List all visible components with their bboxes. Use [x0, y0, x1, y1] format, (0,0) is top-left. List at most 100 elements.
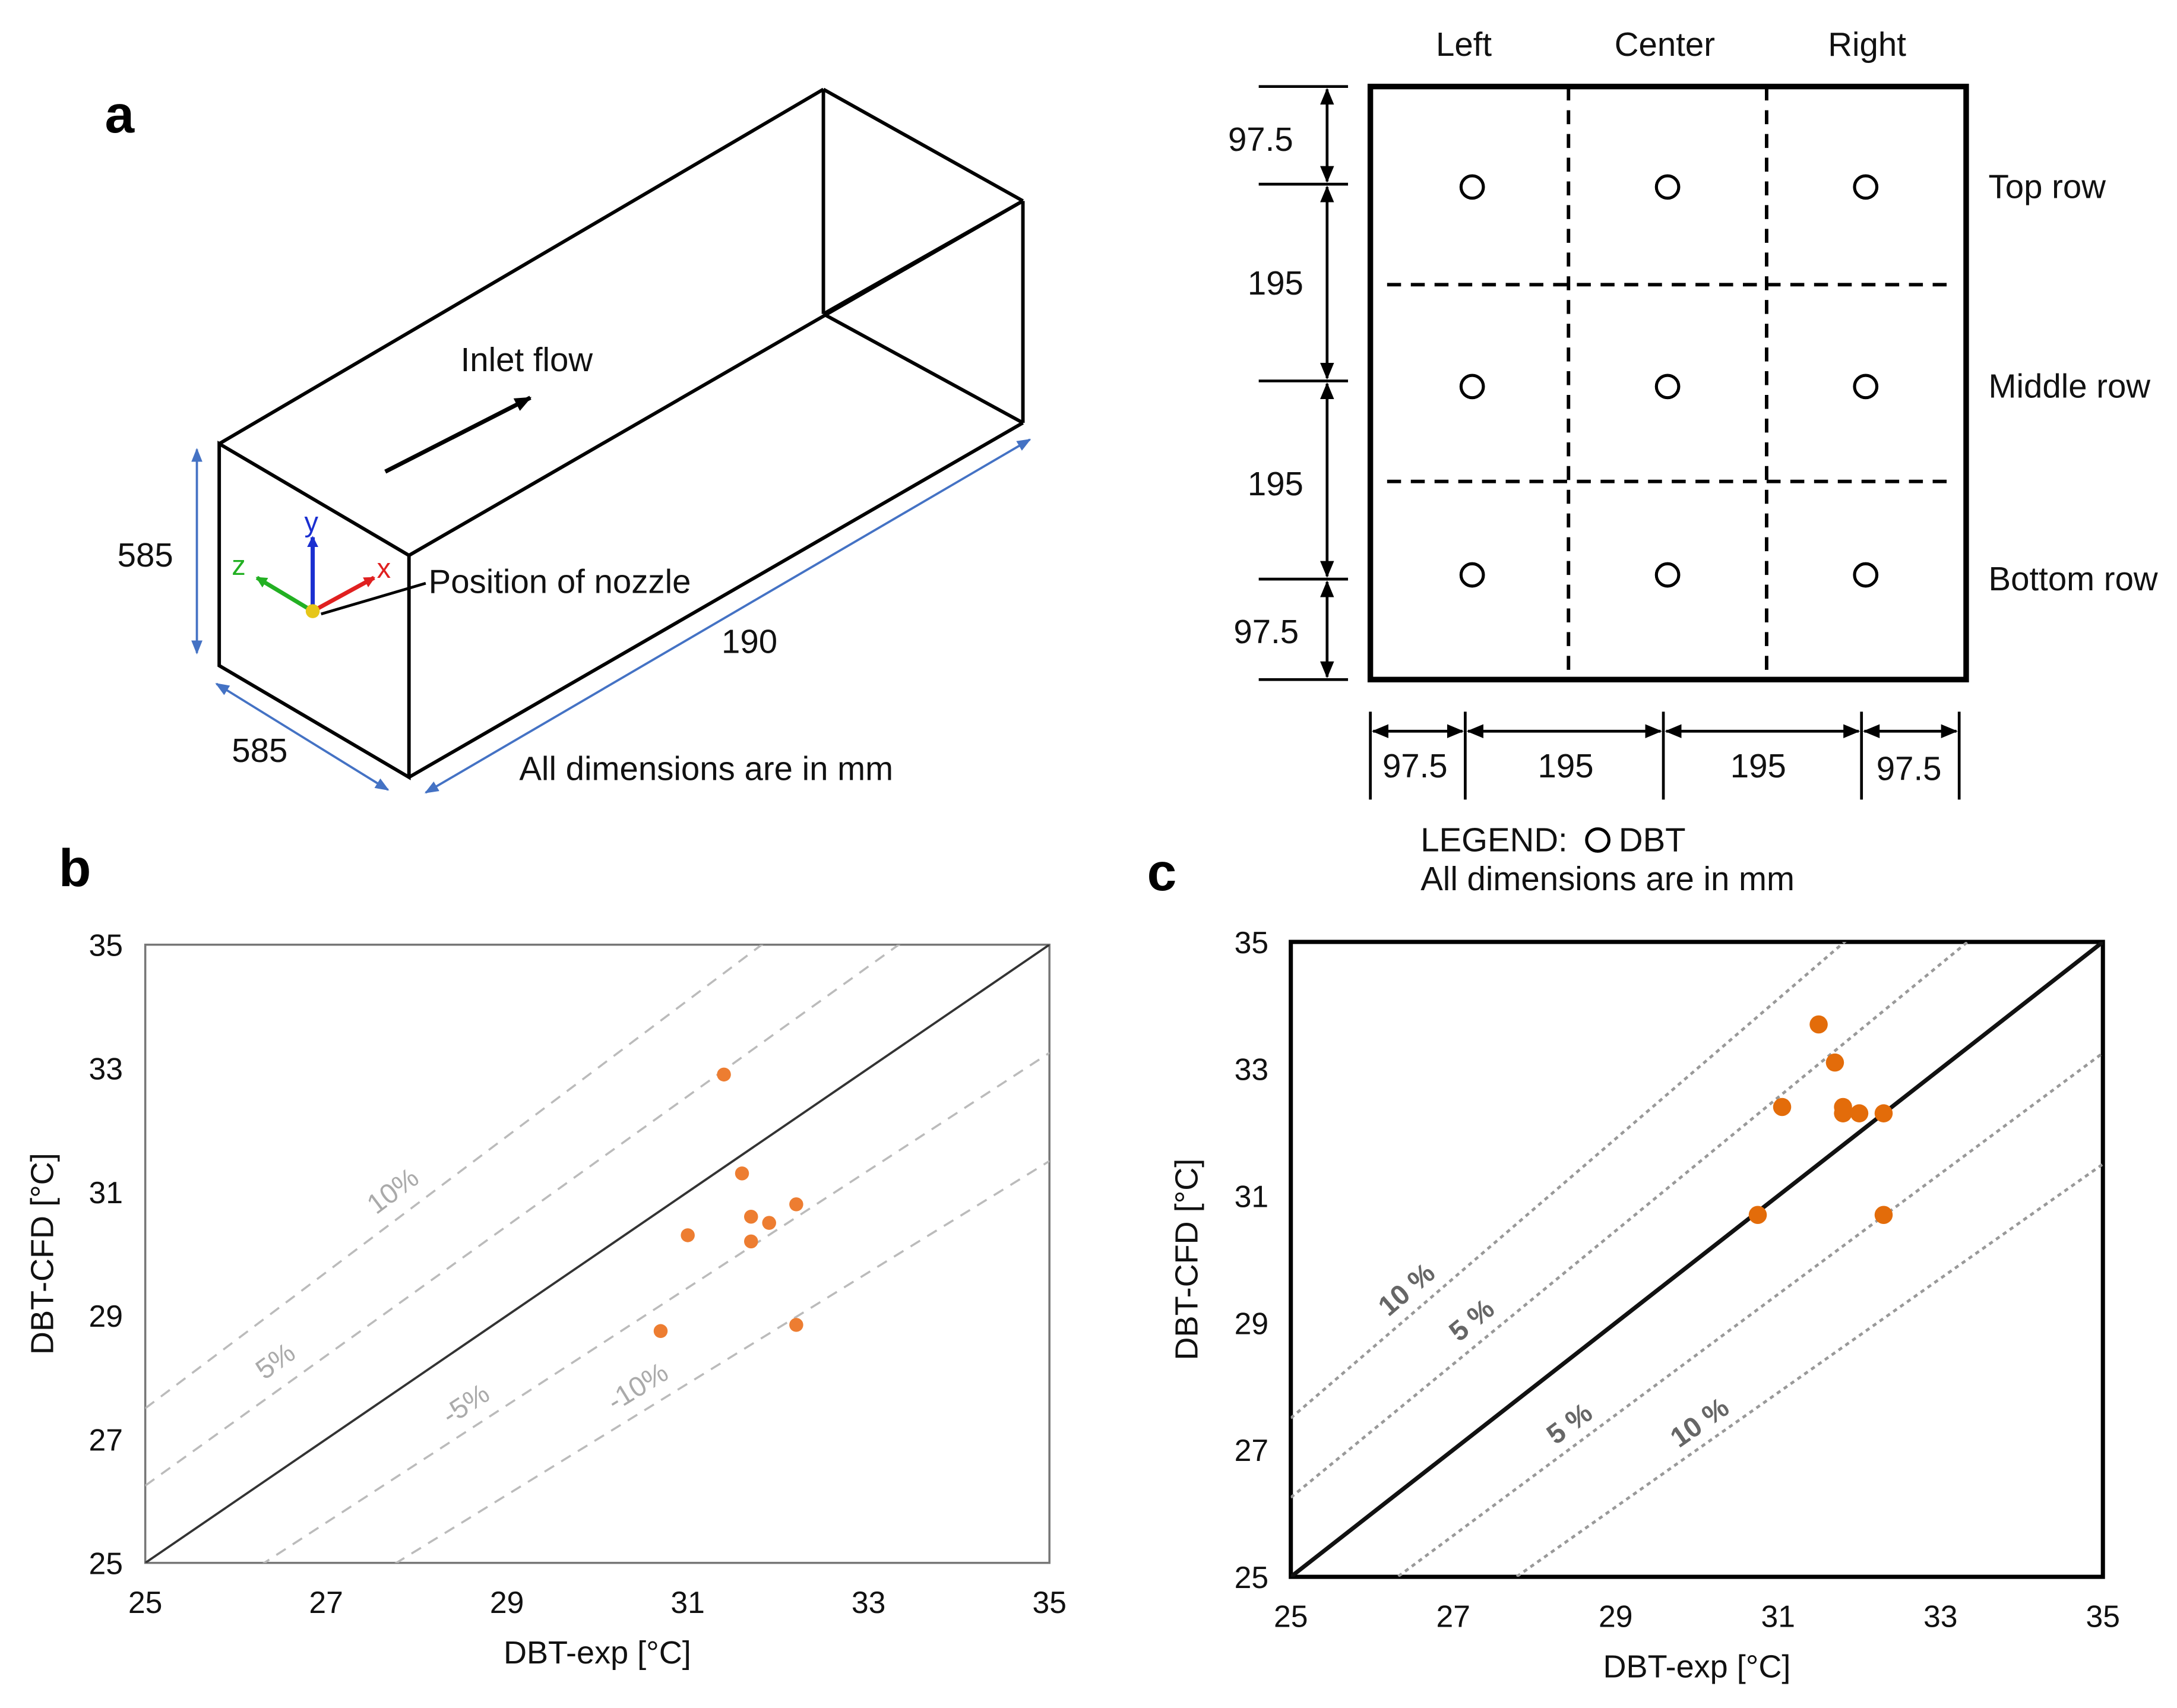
- plot-area-frame: [1289, 940, 2105, 1579]
- x-tick-label: 25: [128, 1585, 162, 1620]
- panel-letter-c: c: [1147, 842, 1177, 902]
- y-tick-label: 25: [1235, 1560, 1269, 1595]
- x-tick-label: 33: [852, 1585, 886, 1620]
- x-tick-label: 29: [490, 1585, 524, 1620]
- panel-a-duct-diagram: a Inlet flow 585 585 190 All dimensions …: [105, 84, 1031, 794]
- deviation-line-label: 5%: [249, 1336, 300, 1386]
- data-point: [1874, 1206, 1893, 1225]
- y-tick-label: 27: [1235, 1433, 1269, 1467]
- dim-lower-spacing: 195: [1248, 465, 1303, 502]
- deviation-line-label: 10%: [361, 1161, 425, 1220]
- y-tick-label: 25: [89, 1546, 123, 1580]
- nozzle-leader-line: [321, 581, 426, 616]
- deviation-line-label: -10%: [602, 1356, 673, 1417]
- panel-measurement-grid: Left Center Right Top row Middle row Bot…: [1228, 26, 2158, 897]
- data-point: [1850, 1104, 1869, 1122]
- vertical-dimension-lines: [1258, 85, 1349, 681]
- deviation-line-label: -5%: [436, 1377, 495, 1431]
- x-axis-label: x: [377, 552, 391, 584]
- data-point: [681, 1228, 695, 1242]
- data-point: [1825, 1053, 1844, 1072]
- parity-line: [145, 944, 1050, 1563]
- legend-dbt-marker-icon: [1585, 827, 1611, 853]
- dbt-sensor-marker: [1459, 562, 1485, 588]
- dim-bottom-margin: 97.5: [1233, 613, 1299, 650]
- inlet-flow-label: Inlet flow: [461, 341, 593, 378]
- dbt-sensor-marker: [1654, 174, 1681, 200]
- chart-c-scatter: c 10 % 5 %5 % 10 %25 27 29 31 33 35252729313335…: [1147, 842, 2120, 1684]
- row-middle-label: Middle row: [1989, 368, 2151, 405]
- x-tick-label: 25: [1274, 1599, 1308, 1634]
- horizontal-dimension-lines: [1369, 711, 1961, 800]
- dim-left-spacing: 195: [1538, 747, 1594, 785]
- z-axis-label: z: [232, 549, 246, 581]
- panel-letter-b: b: [59, 838, 91, 897]
- x-axis-title: DBT-exp [°C]: [1603, 1649, 1791, 1684]
- data-point: [744, 1209, 758, 1224]
- inlet-flow-arrow: [384, 396, 532, 474]
- x-tick-label: 27: [309, 1585, 343, 1620]
- cross-section-outline: [1367, 83, 1969, 682]
- dbt-sensor-marker: [1459, 374, 1485, 400]
- x-tick-label: 31: [670, 1585, 705, 1620]
- y-axis-title: DBT-CFD [°C]: [1169, 1159, 1204, 1361]
- dbt-sensor-marker: [1654, 374, 1681, 400]
- data-point: [653, 1324, 668, 1339]
- deviation-line-label: 5 %: [1443, 1292, 1500, 1347]
- data-point: [762, 1216, 776, 1230]
- deviation-line-label: 10 %: [1372, 1257, 1441, 1322]
- column-left-label: Left: [1436, 26, 1492, 63]
- data-point: [789, 1197, 803, 1212]
- dbt-sensor-marker: [1853, 174, 1879, 200]
- width-dimension: 585: [232, 732, 287, 769]
- nozzle-label: Position of nozzle: [429, 563, 691, 600]
- reference-lines: [145, 944, 1050, 1563]
- grid-dimension-note: All dimensions are in mm: [1420, 860, 1795, 897]
- dim-right-margin: 97.5: [1877, 749, 1942, 787]
- legend-label: LEGEND:: [1420, 821, 1568, 858]
- x-axis-title: DBT-exp [°C]: [504, 1635, 691, 1671]
- data-point: [735, 1166, 749, 1181]
- y-tick-label: 31: [1235, 1179, 1269, 1213]
- dim-upper-spacing: 195: [1248, 264, 1303, 302]
- data-point: [789, 1318, 803, 1332]
- deviation-line: [1290, 942, 1970, 1499]
- grid-dashed-lines: [1387, 86, 1954, 680]
- x-tick-label: 35: [1032, 1585, 1067, 1620]
- y-tick-label: 29: [89, 1299, 123, 1333]
- dbt-sensor-marker: [1853, 562, 1879, 588]
- row-top-label: Top row: [1989, 168, 2106, 205]
- y-tick-label: 35: [1235, 925, 1269, 960]
- dim-top-margin: 97.5: [1228, 121, 1293, 158]
- data-point: [1773, 1097, 1792, 1116]
- x-tick-label: 29: [1599, 1599, 1632, 1634]
- column-right-label: Right: [1828, 26, 1906, 63]
- data-point: [717, 1067, 731, 1082]
- dim-right-spacing: 195: [1730, 747, 1786, 785]
- y-tick-label: 35: [89, 928, 123, 963]
- x-tick-label: 27: [1436, 1599, 1470, 1634]
- deviation-line: [1514, 1163, 2103, 1577]
- duct-wireframe: [217, 87, 1025, 780]
- y-tick-label: 33: [1235, 1052, 1269, 1087]
- column-center-label: Center: [1615, 26, 1715, 63]
- data-point: [1874, 1104, 1893, 1122]
- dimension-note: All dimensions are in mm: [519, 749, 893, 787]
- y-tick-label: 31: [89, 1175, 123, 1210]
- reference-lines: [1290, 942, 2103, 1577]
- data-point: [744, 1234, 758, 1249]
- data-point: [1834, 1104, 1852, 1122]
- parity-line: [1290, 942, 2103, 1577]
- deviation-line-label: 5 %: [1540, 1396, 1598, 1450]
- y-axis-title: DBT-CFD [°C]: [25, 1153, 61, 1355]
- y-tick-label: 27: [89, 1422, 123, 1457]
- x-tick-label: 35: [2086, 1599, 2120, 1634]
- deviation-line: [394, 1160, 1050, 1563]
- x-tick-label: 31: [1761, 1599, 1795, 1634]
- deviation-line: [1290, 942, 1847, 1419]
- dbt-sensor-marker: [1654, 562, 1681, 588]
- length-dimension: 190: [722, 623, 777, 660]
- y-tick-label: 33: [89, 1052, 123, 1086]
- dbt-sensor-marker: [1853, 374, 1879, 400]
